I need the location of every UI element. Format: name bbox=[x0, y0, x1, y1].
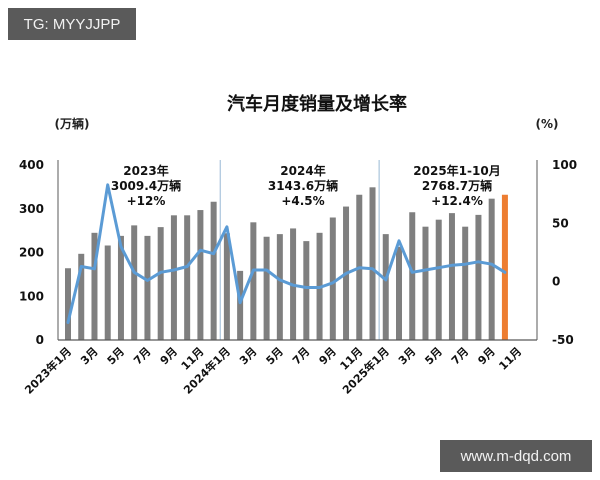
x-tick-label: 9月 bbox=[475, 345, 497, 367]
bar bbox=[276, 234, 283, 340]
left-y-ticks: 0 100 200 300 400 bbox=[19, 158, 44, 347]
left-tick-label: 300 bbox=[19, 202, 44, 216]
bar-series bbox=[65, 187, 508, 340]
bar bbox=[184, 215, 191, 340]
bar bbox=[144, 235, 151, 340]
right-tick-label: 0 bbox=[552, 275, 560, 289]
bar bbox=[104, 245, 111, 340]
annotation-line: +12.4% bbox=[431, 194, 483, 208]
x-tick-label: 2023年1月 bbox=[22, 344, 75, 397]
axes bbox=[57, 160, 538, 341]
right-tick-label: 50 bbox=[552, 216, 569, 230]
bar bbox=[303, 241, 310, 340]
chart-title: 汽车月度销量及增长率 bbox=[227, 93, 407, 115]
bar bbox=[396, 246, 402, 340]
highlighted-bar bbox=[501, 194, 508, 340]
left-tick-label: 200 bbox=[19, 246, 44, 260]
bar bbox=[448, 213, 455, 340]
annotation-line: 2768.7万辆 bbox=[422, 178, 492, 193]
bar bbox=[475, 214, 482, 340]
bar bbox=[117, 235, 124, 340]
annotation-line: +12% bbox=[127, 194, 166, 208]
bar bbox=[210, 201, 217, 340]
right-tick-label: -50 bbox=[552, 333, 574, 347]
bar bbox=[462, 226, 469, 340]
annotation-line: 2023年 bbox=[123, 163, 168, 178]
annotation-line: 3143.6万辆 bbox=[268, 178, 338, 193]
right-tick-label: 100 bbox=[552, 158, 577, 172]
bar bbox=[382, 234, 389, 340]
annotation-line: +4.5% bbox=[281, 194, 324, 208]
bar bbox=[488, 198, 495, 340]
bar bbox=[157, 227, 164, 340]
x-tick-label: 5月 bbox=[264, 345, 286, 367]
bar bbox=[237, 270, 244, 340]
x-tick-label: 9月 bbox=[317, 345, 339, 367]
bar bbox=[422, 226, 429, 340]
bar bbox=[91, 232, 98, 340]
right-y-ticks: -50 0 50 100 bbox=[552, 158, 577, 347]
right-axis-unit: (%) bbox=[536, 117, 559, 131]
x-tick-label: 3月 bbox=[396, 345, 418, 367]
bar bbox=[170, 215, 177, 340]
x-tick-label: 3月 bbox=[78, 345, 100, 367]
x-tick-label: 5月 bbox=[105, 345, 127, 367]
bar bbox=[197, 210, 204, 340]
bar bbox=[131, 225, 138, 340]
x-tick-label: 3月 bbox=[237, 345, 259, 367]
left-axis-unit: (万辆) bbox=[55, 116, 90, 131]
annotation-line: 2024年 bbox=[280, 163, 325, 178]
left-tick-label: 100 bbox=[19, 289, 44, 303]
bar bbox=[263, 236, 270, 340]
bar bbox=[435, 219, 442, 340]
bar bbox=[409, 212, 416, 340]
left-tick-label: 400 bbox=[19, 158, 44, 172]
x-tick-label: 7月 bbox=[131, 345, 153, 367]
bar bbox=[223, 233, 230, 340]
bar bbox=[65, 268, 71, 340]
bar bbox=[250, 222, 257, 340]
x-tick-label: 9月 bbox=[158, 345, 180, 367]
watermark-top-left: TG: MYYJJPP bbox=[8, 8, 136, 40]
watermark-bottom-right: www.m-dqd.com bbox=[440, 440, 592, 472]
year-dividers bbox=[219, 160, 380, 340]
left-tick-label: 0 bbox=[36, 333, 44, 347]
bar bbox=[329, 217, 336, 340]
growth-line-series bbox=[66, 183, 507, 324]
x-tick-label: 7月 bbox=[290, 345, 312, 367]
x-tick-label: 7月 bbox=[449, 345, 471, 367]
x-tick-label: 5月 bbox=[422, 345, 444, 367]
annotation-line: 3009.4万辆 bbox=[111, 178, 181, 193]
annotation-line: 2025年1-10月 bbox=[413, 163, 500, 178]
growth-line bbox=[66, 183, 507, 324]
bar bbox=[369, 187, 376, 340]
x-tick-label: 11月 bbox=[496, 345, 524, 373]
bar bbox=[78, 253, 85, 340]
